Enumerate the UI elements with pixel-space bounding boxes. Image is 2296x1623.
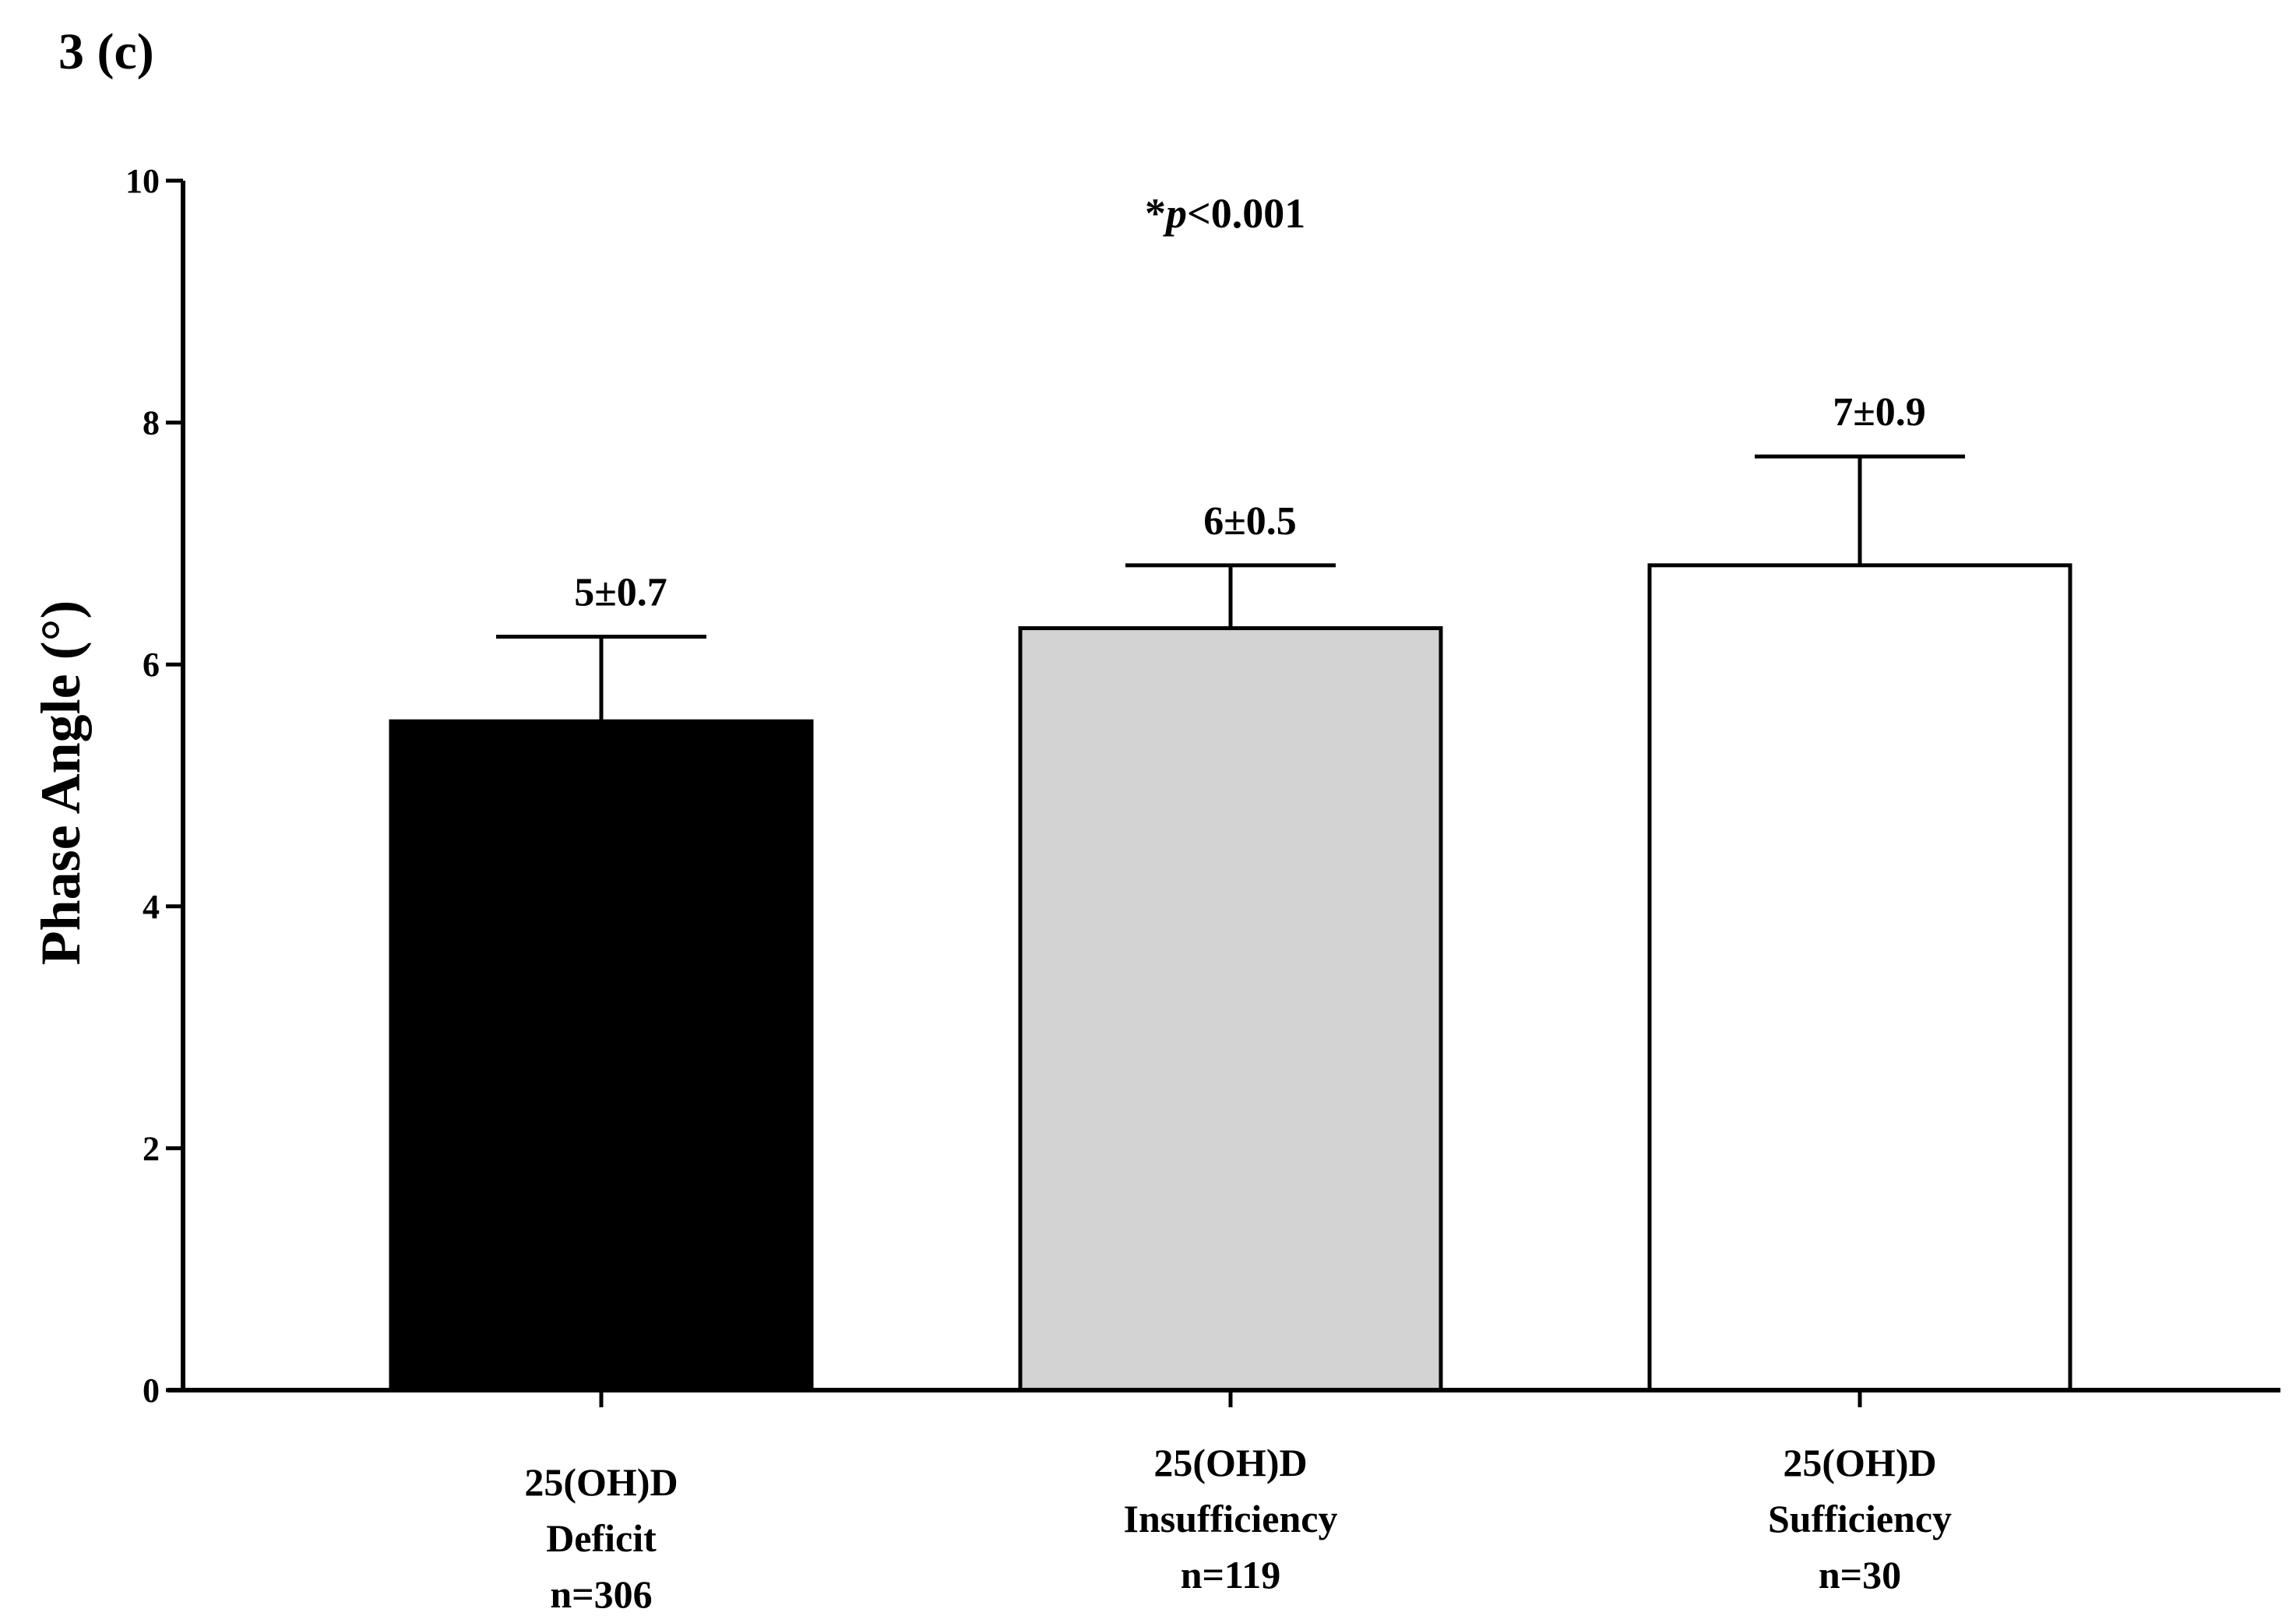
bar-1 <box>389 719 814 1392</box>
value-label-2: 6±0.5 <box>1203 499 1297 544</box>
p-value-annotation: *p<0.001 <box>1145 190 1305 237</box>
x-category-label-3-line-2: Sufficiency <box>1768 1497 1952 1540</box>
value-label-1: 5±0.7 <box>574 570 667 614</box>
y-tick-label-10: 10 <box>125 162 160 200</box>
x-category-label-2-line-3: n=119 <box>1181 1553 1281 1597</box>
value-label-3: 7±0.9 <box>1833 390 1926 435</box>
x-category-label-2-line-2: Insufficiency <box>1124 1497 1338 1540</box>
x-category-label-1-line-1: 25(OH)D <box>524 1460 678 1504</box>
panel-label: 3 (c) <box>58 23 154 80</box>
x-category-label-3-line-3: n=30 <box>1819 1553 1901 1597</box>
y-tick-label-2: 2 <box>143 1129 160 1167</box>
bar-2 <box>1018 626 1443 1392</box>
x-category-label-1-line-2: Deficit <box>546 1516 657 1560</box>
y-tick-label-6: 6 <box>143 646 160 684</box>
y-tick-label-4: 4 <box>143 888 160 926</box>
x-category-label-2-line-1: 25(OH)D <box>1153 1441 1307 1484</box>
y-tick-label-0: 0 <box>143 1371 160 1410</box>
bar-3 <box>1647 563 2072 1392</box>
y-tick-label-8: 8 <box>143 404 160 442</box>
y-axis-label: Phase Angle (°) <box>30 600 92 966</box>
x-category-label-1-line-3: n=306 <box>550 1572 652 1616</box>
x-category-label-3-line-1: 25(OH)D <box>1783 1441 1936 1484</box>
axes-layer: 0 2 4 6 8 10 25(OH)D Deficit n=306 25(OH)D Insuffi… <box>125 162 2280 1616</box>
bars-layer: 5±0.7 6±0.5 7±0.9 <box>389 390 2072 1392</box>
